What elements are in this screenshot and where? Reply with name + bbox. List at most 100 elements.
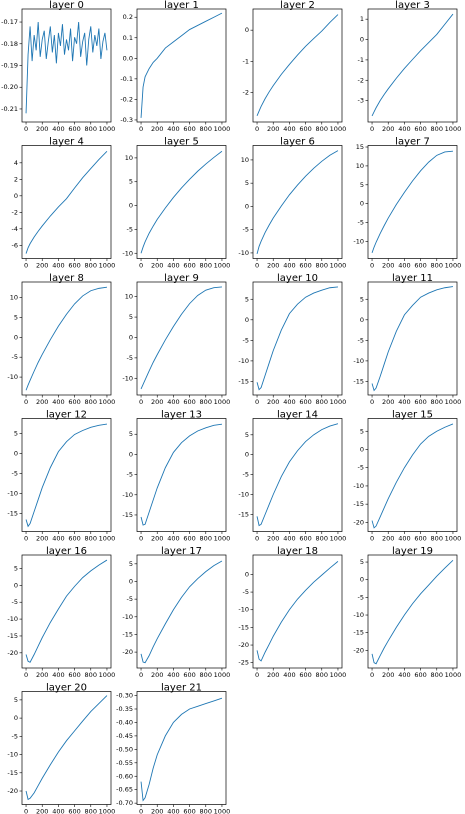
y-tick-label: -5	[127, 225, 133, 233]
x-tick-label: 0	[370, 398, 374, 406]
line	[256, 286, 338, 391]
x-tick-label: 0	[139, 671, 143, 679]
x-tick-label: 200	[267, 535, 279, 543]
x-tick-label: 600	[68, 535, 80, 543]
x-tick-label: 400	[167, 125, 179, 133]
y-tick-label: 5	[360, 181, 364, 189]
subplot-title: layer 8	[49, 273, 84, 284]
y-tick-label: -5	[243, 588, 249, 596]
x-tick-label: 800	[316, 671, 328, 679]
y-tick-label: 0	[360, 576, 364, 584]
line	[256, 561, 339, 662]
x-tick-label: 200	[151, 398, 163, 406]
x-tick-label: 400	[52, 671, 64, 679]
y-tick-label: -15	[238, 510, 249, 518]
x-tick-label: 200	[382, 262, 394, 270]
y-tick-label: -15	[122, 511, 133, 519]
x-tick-label: 400	[283, 125, 295, 133]
y-tick-label: -0.1	[120, 75, 133, 83]
x-tick-label: 800	[85, 671, 97, 679]
x-tick-label: 600	[414, 398, 426, 406]
x-tick-label: 0	[24, 125, 28, 133]
y-tick-label: 5	[245, 179, 249, 187]
y-tick-label: -5	[12, 732, 18, 740]
x-tick-label: 400	[52, 808, 64, 814]
x-tick-label: 200	[36, 535, 48, 543]
y-tick-label: 0	[245, 451, 249, 459]
x-tick-label: 800	[200, 808, 212, 814]
axes-frame	[21, 8, 112, 123]
x-tick-label: 600	[183, 125, 195, 133]
y-tick-label: -10	[353, 482, 364, 490]
y-tick-label: -0.17	[1, 18, 18, 26]
y-tick-label: -10	[238, 357, 249, 365]
x-tick-label: 0	[255, 262, 259, 270]
y-tick-label: -5	[12, 353, 18, 361]
line	[25, 286, 108, 391]
x-tick-label: 800	[316, 535, 328, 543]
subplot-title: layer 12	[46, 410, 87, 421]
x-tick-label: 600	[68, 671, 80, 679]
line	[371, 150, 453, 253]
y-tick-label: -15	[122, 630, 133, 638]
x-tick-label: 1000	[99, 535, 116, 543]
y-tick-label: 0	[245, 202, 249, 210]
line	[371, 13, 454, 117]
y-tick-label: -15	[353, 500, 364, 508]
x-tick-label: 600	[414, 535, 426, 543]
x-tick-label: 600	[183, 671, 195, 679]
y-tick-label: -10	[238, 249, 249, 257]
x-tick-label: 800	[85, 808, 97, 814]
y-tick-label: -10	[238, 490, 249, 498]
y-tick-label: -10	[7, 490, 18, 498]
y-tick-label: -10	[7, 615, 18, 623]
x-tick-label: 800	[431, 262, 443, 270]
y-tick-label: -10	[122, 249, 133, 257]
y-tick-label: 4	[14, 159, 18, 167]
y-tick-label: -1	[358, 56, 364, 64]
axes-frame	[136, 145, 227, 259]
axes-frame	[136, 554, 227, 669]
y-tick-label: -15	[238, 377, 249, 385]
y-tick-label: 0	[360, 200, 364, 208]
x-tick-label: 400	[398, 535, 410, 543]
line	[140, 150, 223, 254]
y-tick-label: -5	[12, 598, 18, 606]
subplot-title: layer 3	[395, 0, 430, 11]
y-tick-label: 5	[360, 427, 364, 435]
x-tick-label: 400	[398, 125, 410, 133]
x-tick-label: 200	[36, 808, 48, 814]
y-tick-label: -6	[12, 241, 18, 249]
y-tick-label: -10	[7, 373, 18, 381]
axes-frame	[252, 145, 343, 259]
y-tick-label: -0.19	[1, 62, 18, 70]
y-tick-label: -0.50	[116, 745, 133, 753]
x-tick-label: 400	[52, 262, 64, 270]
x-tick-label: 600	[299, 125, 311, 133]
y-tick-label: -0.18	[1, 40, 18, 48]
y-tick-label: 10	[356, 162, 364, 170]
subplot-title: layer 16	[46, 546, 87, 557]
subplot-title: layer 1	[164, 0, 199, 11]
subplot-title: layer 7	[395, 137, 430, 148]
x-tick-label: 200	[267, 671, 279, 679]
y-tick-label: -2	[358, 76, 364, 84]
x-tick-label: 200	[151, 125, 163, 133]
y-tick-label: 5	[129, 430, 133, 438]
x-tick-label: 200	[267, 398, 279, 406]
y-tick-label: -5	[243, 471, 249, 479]
x-tick-label: 0	[139, 262, 143, 270]
y-tick-label: -20	[7, 787, 18, 795]
axes-frame	[21, 554, 112, 669]
x-tick-label: 600	[299, 262, 311, 270]
line	[25, 695, 108, 801]
line	[140, 12, 223, 118]
x-tick-label: 1000	[445, 262, 462, 270]
x-tick-label: 1000	[99, 125, 116, 133]
axes-frame	[367, 418, 458, 532]
y-tick-label: -5	[127, 595, 133, 603]
x-tick-label: 600	[299, 398, 311, 406]
x-tick-label: 1000	[99, 398, 116, 406]
line	[140, 697, 223, 802]
x-tick-label: 600	[183, 535, 195, 543]
